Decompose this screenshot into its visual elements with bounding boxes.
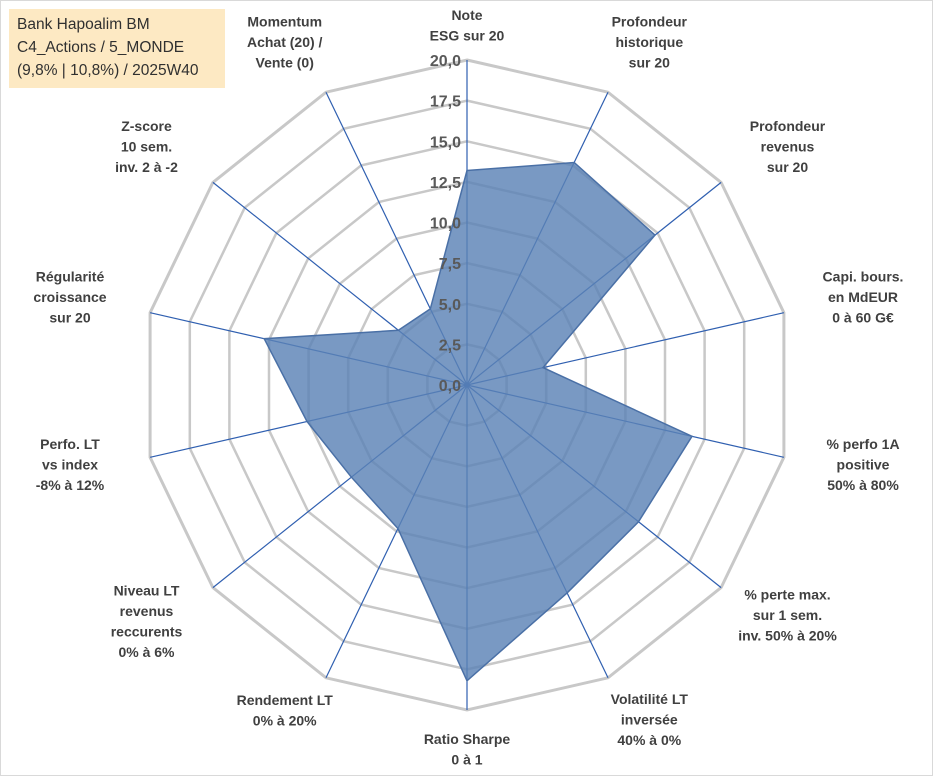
axis-label-line: 40% à 0%	[617, 732, 681, 748]
axis-label-line: en MdEUR	[828, 289, 898, 305]
axis-label-4: Capi. bours. en MdEUR 0 à 60 G€	[823, 269, 904, 326]
tick-label: 12,5	[430, 175, 461, 192]
axis-label-line: Perfo. LT	[40, 436, 100, 452]
axis-label-line: vs index	[42, 456, 98, 472]
axis-label-line: inv. 2 à -2	[115, 159, 178, 175]
axis-label-layer: Note ESG sur 20 Profondeur historique sur 20…	[33, 7, 903, 768]
axis-label-line: inv. 50% à 20%	[738, 628, 837, 644]
axis-label-line: Vente (0)	[256, 55, 314, 71]
axis-label-line: Z-score	[121, 118, 172, 134]
axis-label-line: Profondeur	[750, 118, 826, 134]
series-layer	[263, 161, 694, 683]
axis-label-line: inversée	[621, 711, 678, 727]
title-line-2: C4_Actions / 5_MONDE	[17, 39, 185, 56]
axis-label-line: Capi. bours.	[823, 269, 904, 285]
axis-label-line: % perfo 1A	[826, 436, 899, 452]
axis-label-line: Ratio Sharpe	[424, 731, 511, 747]
axis-label-13: Z-score 10 sem. inv. 2 à -2	[115, 118, 178, 175]
axis-label-line: 10 sem.	[121, 139, 172, 155]
axis-label-line: revenus	[761, 139, 815, 155]
tick-label: 7,5	[439, 256, 461, 273]
axis-label-line: sur 1 sem.	[753, 607, 822, 623]
tick-label: 17,5	[430, 94, 461, 111]
axis-label-line: 50% à 80%	[827, 477, 899, 493]
title-line-3: (9,8% | 10,8%) / 2025W40	[17, 62, 199, 79]
axis-label-line: revenus	[120, 603, 174, 619]
axis-label-14: Momentum Achat (20) / Vente (0)	[247, 14, 323, 71]
axis-label-3: Profondeur revenus sur 20	[750, 118, 826, 175]
tick-label: 5,0	[439, 297, 461, 314]
axis-label-line: Note	[451, 7, 482, 23]
axis-label-5: % perfo 1A positive 50% à 80%	[826, 436, 899, 493]
axis-label-line: Profondeur	[612, 14, 688, 30]
tick-label: 20,0	[430, 53, 461, 70]
axis-label-line: 0 à 60 G€	[832, 310, 894, 326]
chart-title-box: Bank Hapoalim BM C4_Actions / 5_MONDE (9…	[9, 9, 225, 88]
axis-label-line: positive	[837, 456, 890, 472]
axis-label-line: % perte max.	[744, 587, 830, 603]
axis-label-6: % perte max. sur 1 sem. inv. 50% à 20%	[738, 587, 837, 644]
axis-label-line: reccurents	[111, 624, 183, 640]
axis-label-1: Note ESG sur 20	[430, 7, 505, 44]
axis-label-11: Perfo. LT vs index -8% à 12%	[36, 436, 105, 493]
tick-label-layer: 0,0 2,5 5,0 7,5 10,0 12,5 15,0 17,5 20,0	[430, 53, 461, 395]
tick-label: 10,0	[430, 216, 461, 233]
axis-label-line: Momentum	[247, 14, 322, 30]
axis-label-line: sur 20	[767, 159, 808, 175]
axis-label-line: 0% à 6%	[118, 644, 175, 660]
axis-label-line: 0 à 1	[451, 752, 482, 768]
axis-label-line: historique	[615, 34, 683, 50]
axis-label-line: Achat (20) /	[247, 34, 323, 50]
axis-label-line: Volatilité LT	[611, 691, 689, 707]
tick-label: 0,0	[439, 378, 461, 395]
axis-label-8: Ratio Sharpe 0 à 1	[424, 731, 511, 768]
axis-label-line: Régularité	[36, 269, 105, 285]
series-area	[263, 161, 694, 683]
axis-label-line: croissance	[33, 289, 106, 305]
axis-label-12: Régularité croissance sur 20	[33, 269, 106, 326]
axis-label-line: Rendement LT	[237, 692, 334, 708]
axis-label-line: 0% à 20%	[253, 712, 317, 728]
axis-label-line: ESG sur 20	[430, 28, 505, 44]
axis-label-line: Niveau LT	[114, 583, 180, 599]
axis-label-2: Profondeur historique sur 20	[612, 14, 688, 71]
axis-label-line: -8% à 12%	[36, 477, 105, 493]
tick-label: 2,5	[439, 337, 461, 354]
tick-label: 15,0	[430, 134, 461, 151]
axis-label-line: sur 20	[49, 310, 90, 326]
title-line-1: Bank Hapoalim BM	[17, 16, 150, 33]
axis-label-line: sur 20	[629, 55, 670, 71]
axis-label-7: Volatilité LT inversée 40% à 0%	[611, 691, 689, 748]
axis-label-9: Rendement LT 0% à 20%	[237, 692, 334, 729]
axis-label-10: Niveau LT revenus reccurents 0% à 6%	[111, 583, 183, 661]
